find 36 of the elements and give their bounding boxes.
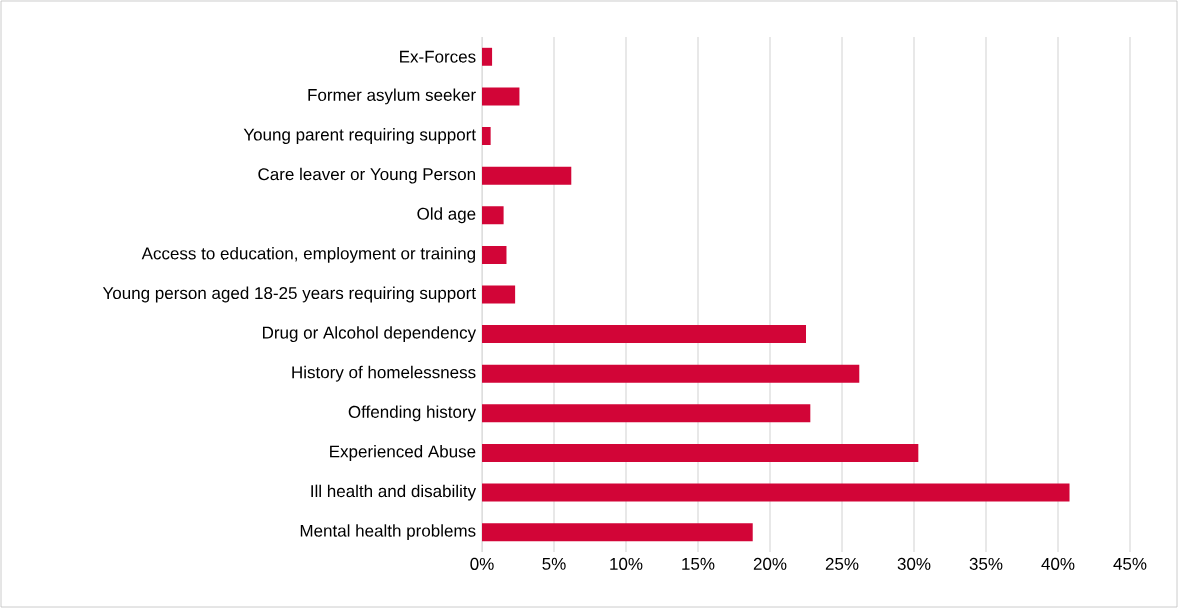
bar (482, 404, 811, 423)
x-tick-label: 20% (753, 557, 787, 570)
y-tick-label: History of homelessness (292, 365, 476, 382)
y-tick-label: Ex-Forces (400, 50, 476, 63)
y-tick-label: Mental health problems (300, 524, 476, 541)
y-tick-label: Young person aged 18-25 years requiring support (102, 286, 476, 303)
bar (482, 87, 520, 106)
bar (482, 523, 753, 542)
bar (482, 245, 507, 264)
x-tick-label: 0% (470, 557, 494, 570)
y-tick-label: Care leaver or Young Person (258, 167, 475, 184)
bar (482, 483, 1070, 502)
y-tick-label: Experienced Abuse (330, 445, 476, 461)
bar (482, 166, 572, 185)
bar (482, 364, 860, 383)
bar (482, 285, 516, 304)
y-tick-label: Access to education, employment or training (141, 246, 475, 263)
x-tick-label: 10% (610, 557, 643, 570)
y-tick-label: Former asylum seeker (308, 88, 476, 105)
y-tick-label: Drug or Alcohol dependency (263, 326, 477, 343)
x-tick-label: 15% (682, 557, 715, 570)
x-tick-label: 45% (1113, 557, 1147, 570)
x-tick-label: 5% (542, 557, 566, 570)
x-tick-label: 30% (897, 557, 931, 570)
x-tick-label: 40% (1041, 557, 1075, 570)
x-tick-label: 25% (825, 557, 859, 570)
bar (482, 443, 919, 462)
bar (482, 47, 493, 66)
bar (482, 127, 491, 146)
bar (482, 325, 806, 344)
y-tick-label: Ill health and disability (311, 484, 477, 501)
y-tick-label: Young parent requiring support (243, 128, 476, 144)
y-tick-label: Offending history (348, 405, 477, 422)
bar (482, 206, 504, 225)
x-tick-label: 35% (969, 557, 1003, 570)
y-tick-label: Old age (417, 207, 476, 224)
